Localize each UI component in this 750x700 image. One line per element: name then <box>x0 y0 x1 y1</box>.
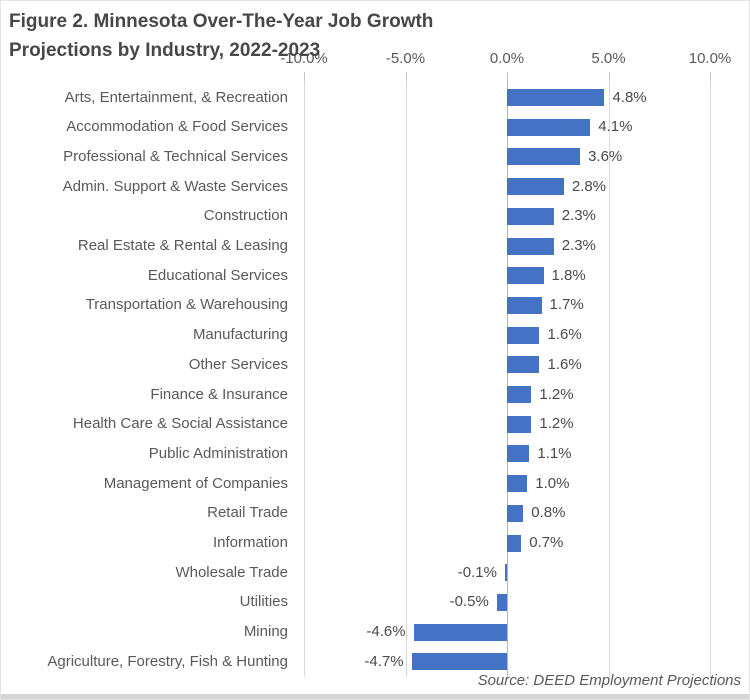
value-label: 1.8% <box>551 266 586 284</box>
category-label: Information <box>212 534 288 551</box>
bar <box>507 475 528 493</box>
bar <box>507 267 544 285</box>
x-axis-tick-label: 10.0% <box>688 50 732 67</box>
bar <box>507 415 532 433</box>
category-label: Management of Companies <box>103 474 288 492</box>
x-axis-tick-label: -10.0% <box>280 50 328 67</box>
value-label: 0.8% <box>531 504 566 522</box>
value-label: 4.1% <box>598 118 633 136</box>
bar <box>507 326 540 344</box>
chart-title: Figure 2. Minnesota Over-The-Year Job Gr… <box>9 7 433 65</box>
category-label: Retail Trade <box>207 504 288 522</box>
chart-title-line1: Figure 2. Minnesota Over-The-Year Job Gr… <box>9 11 434 32</box>
bar <box>504 564 507 582</box>
bar <box>413 623 507 641</box>
bar <box>507 504 524 522</box>
bar <box>507 148 581 166</box>
value-label: -4.6% <box>366 623 406 641</box>
axis-tick-mark <box>710 72 711 82</box>
value-label: 3.6% <box>588 147 623 165</box>
x-axis-tick-label: 0.0% <box>489 50 525 67</box>
gridline <box>710 82 711 677</box>
category-label: Arts, Entertainment, & Recreation <box>64 88 288 106</box>
category-label: Professional & Technical Services <box>63 147 288 165</box>
category-label: Other Services <box>188 355 288 373</box>
category-label: Real Estate & Rental & Leasing <box>77 237 288 254</box>
category-label: Wholesale Trade <box>175 563 288 581</box>
bar <box>507 386 532 403</box>
bar <box>507 296 542 314</box>
value-label: -0.5% <box>449 593 489 611</box>
category-label: Accommodation & Food Services <box>66 118 288 136</box>
category-label: Educational Services <box>147 266 288 284</box>
category-label: Finance & Insurance <box>150 385 288 403</box>
axis-tick-mark <box>405 72 407 82</box>
bar <box>507 178 564 196</box>
axis-tick-mark <box>608 72 610 82</box>
axis-tick-mark <box>507 72 508 82</box>
axis-tick-mark <box>304 72 305 82</box>
value-label: -4.7% <box>364 652 404 670</box>
bottom-strip <box>1 694 749 699</box>
value-label: -0.1% <box>457 563 497 581</box>
bar <box>507 118 591 136</box>
category-label: Transportation & Warehousing <box>85 296 288 314</box>
category-label: Admin. Support & Waste Services <box>62 177 288 195</box>
value-label: 0.7% <box>529 534 564 551</box>
bar <box>507 207 554 225</box>
bar <box>507 445 530 463</box>
value-label: 1.2% <box>539 385 574 403</box>
x-axis-tick-label: 5.0% <box>591 50 626 67</box>
category-label: Agriculture, Forestry, Fish & Hunting <box>47 652 288 670</box>
bar <box>496 593 507 611</box>
value-label: 1.1% <box>537 444 572 462</box>
bar <box>411 653 507 671</box>
category-label: Utilities <box>239 593 288 611</box>
value-label: 2.3% <box>561 207 596 225</box>
bar <box>507 237 554 255</box>
gridline <box>405 82 407 677</box>
category-label: Public Administration <box>148 444 288 462</box>
zero-axis-line <box>507 82 508 677</box>
value-label: 1.6% <box>547 355 582 373</box>
bar <box>507 534 522 552</box>
gridline <box>608 82 610 677</box>
value-label: 1.0% <box>535 474 570 492</box>
value-label: 4.8% <box>612 88 647 106</box>
x-axis-tick-label: -5.0% <box>385 50 426 67</box>
bar <box>507 89 605 106</box>
source-note: Source: DEED Employment Projections <box>477 672 741 689</box>
category-label: Mining <box>243 623 288 641</box>
value-label: 1.2% <box>539 415 574 433</box>
chart-title-line2: Projections by Industry, 2022-2023 <box>9 40 321 61</box>
value-label: 1.7% <box>549 296 584 314</box>
category-label: Manufacturing <box>192 326 288 344</box>
gridline <box>304 82 305 677</box>
category-label: Construction <box>203 207 288 225</box>
value-label: 2.3% <box>561 237 596 254</box>
value-label: 2.8% <box>571 177 607 195</box>
value-label: 1.6% <box>547 326 582 344</box>
bar <box>507 356 540 374</box>
category-label: Health Care & Social Assistance <box>72 415 288 433</box>
